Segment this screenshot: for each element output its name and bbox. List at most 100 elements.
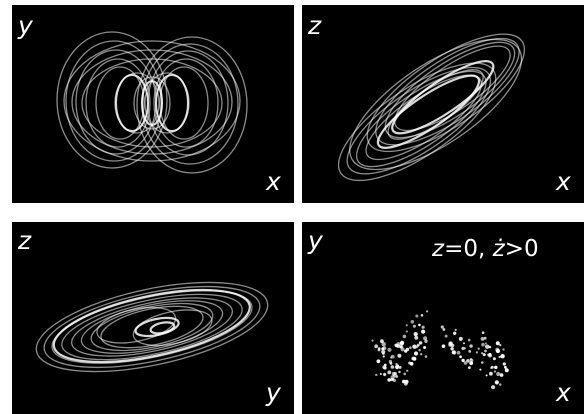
section-point xyxy=(468,366,471,369)
section-point xyxy=(402,334,407,339)
attractor-xy-trace xyxy=(56,31,248,174)
section-point xyxy=(442,328,446,331)
section-point xyxy=(418,323,421,327)
section-point xyxy=(402,379,406,384)
poincare-section: y x z=0, ż>0 xyxy=(302,222,584,414)
section-point xyxy=(495,341,500,346)
section-point xyxy=(423,336,428,341)
section-point xyxy=(466,359,470,363)
section-point xyxy=(405,347,410,352)
section-point xyxy=(411,356,416,361)
section-point xyxy=(499,373,504,377)
section-point xyxy=(463,361,468,365)
axis-label-z: z xyxy=(18,226,32,255)
section-point xyxy=(399,345,404,349)
phase-portrait-xz: z x xyxy=(302,5,584,203)
axis-label-y: y xyxy=(18,11,33,40)
section-point xyxy=(481,331,485,334)
section-point xyxy=(440,325,444,329)
section-point xyxy=(459,355,462,359)
section-point xyxy=(403,372,406,376)
section-points xyxy=(371,310,509,390)
section-point xyxy=(502,362,506,366)
section-point xyxy=(381,342,386,347)
section-point xyxy=(485,374,488,377)
section-point xyxy=(409,346,412,349)
section-point xyxy=(498,355,501,359)
section-point xyxy=(490,365,494,369)
section-point xyxy=(450,347,454,351)
section-point xyxy=(479,368,482,371)
section-point xyxy=(389,362,393,365)
section-point xyxy=(484,349,487,353)
condition-rel-zdot: >0 xyxy=(504,236,539,262)
section-point xyxy=(390,375,395,380)
section-point xyxy=(467,338,471,342)
section-point xyxy=(405,330,408,333)
axis-label-y: y xyxy=(308,226,323,255)
section-point xyxy=(421,329,426,334)
phase-portrait-xy: y x xyxy=(12,5,294,203)
axis-label-x: x xyxy=(266,167,281,196)
section-point xyxy=(488,345,492,349)
section-point xyxy=(454,328,457,331)
section-point xyxy=(448,341,452,345)
section-point xyxy=(485,344,490,349)
condition-var-zdot: ż xyxy=(492,236,505,262)
section-point xyxy=(377,348,381,352)
section-point xyxy=(423,346,427,349)
condition-rel-z: =0, xyxy=(444,236,493,262)
section-point xyxy=(499,383,502,386)
section-point xyxy=(453,331,457,335)
section-point xyxy=(504,365,507,369)
section-point xyxy=(383,366,387,370)
section-point xyxy=(481,361,484,364)
section-point xyxy=(481,352,484,355)
section-point xyxy=(397,353,402,358)
section-point xyxy=(469,361,474,365)
attractor-yz-trace xyxy=(35,281,269,373)
section-point xyxy=(477,347,480,350)
section-point xyxy=(461,358,465,363)
section-point xyxy=(384,363,387,367)
section-point xyxy=(469,358,473,361)
section-point xyxy=(424,355,428,358)
section-point xyxy=(395,362,398,366)
section-point xyxy=(412,344,417,349)
section-point xyxy=(461,346,465,351)
section-point xyxy=(488,353,492,358)
axis-label-z: z xyxy=(308,11,322,40)
section-point xyxy=(374,344,379,349)
phase-portrait-yz: z y xyxy=(12,222,294,414)
section-point xyxy=(496,371,501,377)
section-point xyxy=(484,342,487,345)
section-point xyxy=(400,340,405,345)
condition-var-z: z xyxy=(432,236,445,262)
section-point xyxy=(381,347,385,351)
section-point xyxy=(458,336,463,341)
section-point xyxy=(482,353,486,357)
section-point xyxy=(441,344,446,348)
section-point xyxy=(390,365,395,369)
section-point xyxy=(376,359,381,364)
section-point xyxy=(392,378,396,382)
section-point xyxy=(410,320,415,324)
axis-label-y: y xyxy=(266,378,281,407)
section-point xyxy=(387,370,392,375)
section-point xyxy=(387,347,392,352)
section-point xyxy=(475,351,478,354)
section-condition: z=0, ż>0 xyxy=(432,238,539,261)
section-point xyxy=(379,373,382,375)
axis-label-x: x xyxy=(556,378,571,407)
section-point xyxy=(504,368,509,373)
section-point xyxy=(424,339,428,343)
section-point xyxy=(418,349,421,352)
section-point xyxy=(489,371,493,376)
section-point xyxy=(383,373,387,377)
section-point xyxy=(382,355,385,358)
section-point xyxy=(469,344,473,348)
section-point xyxy=(371,339,374,342)
section-point xyxy=(387,378,391,382)
section-point xyxy=(414,335,419,340)
section-point xyxy=(480,337,485,341)
